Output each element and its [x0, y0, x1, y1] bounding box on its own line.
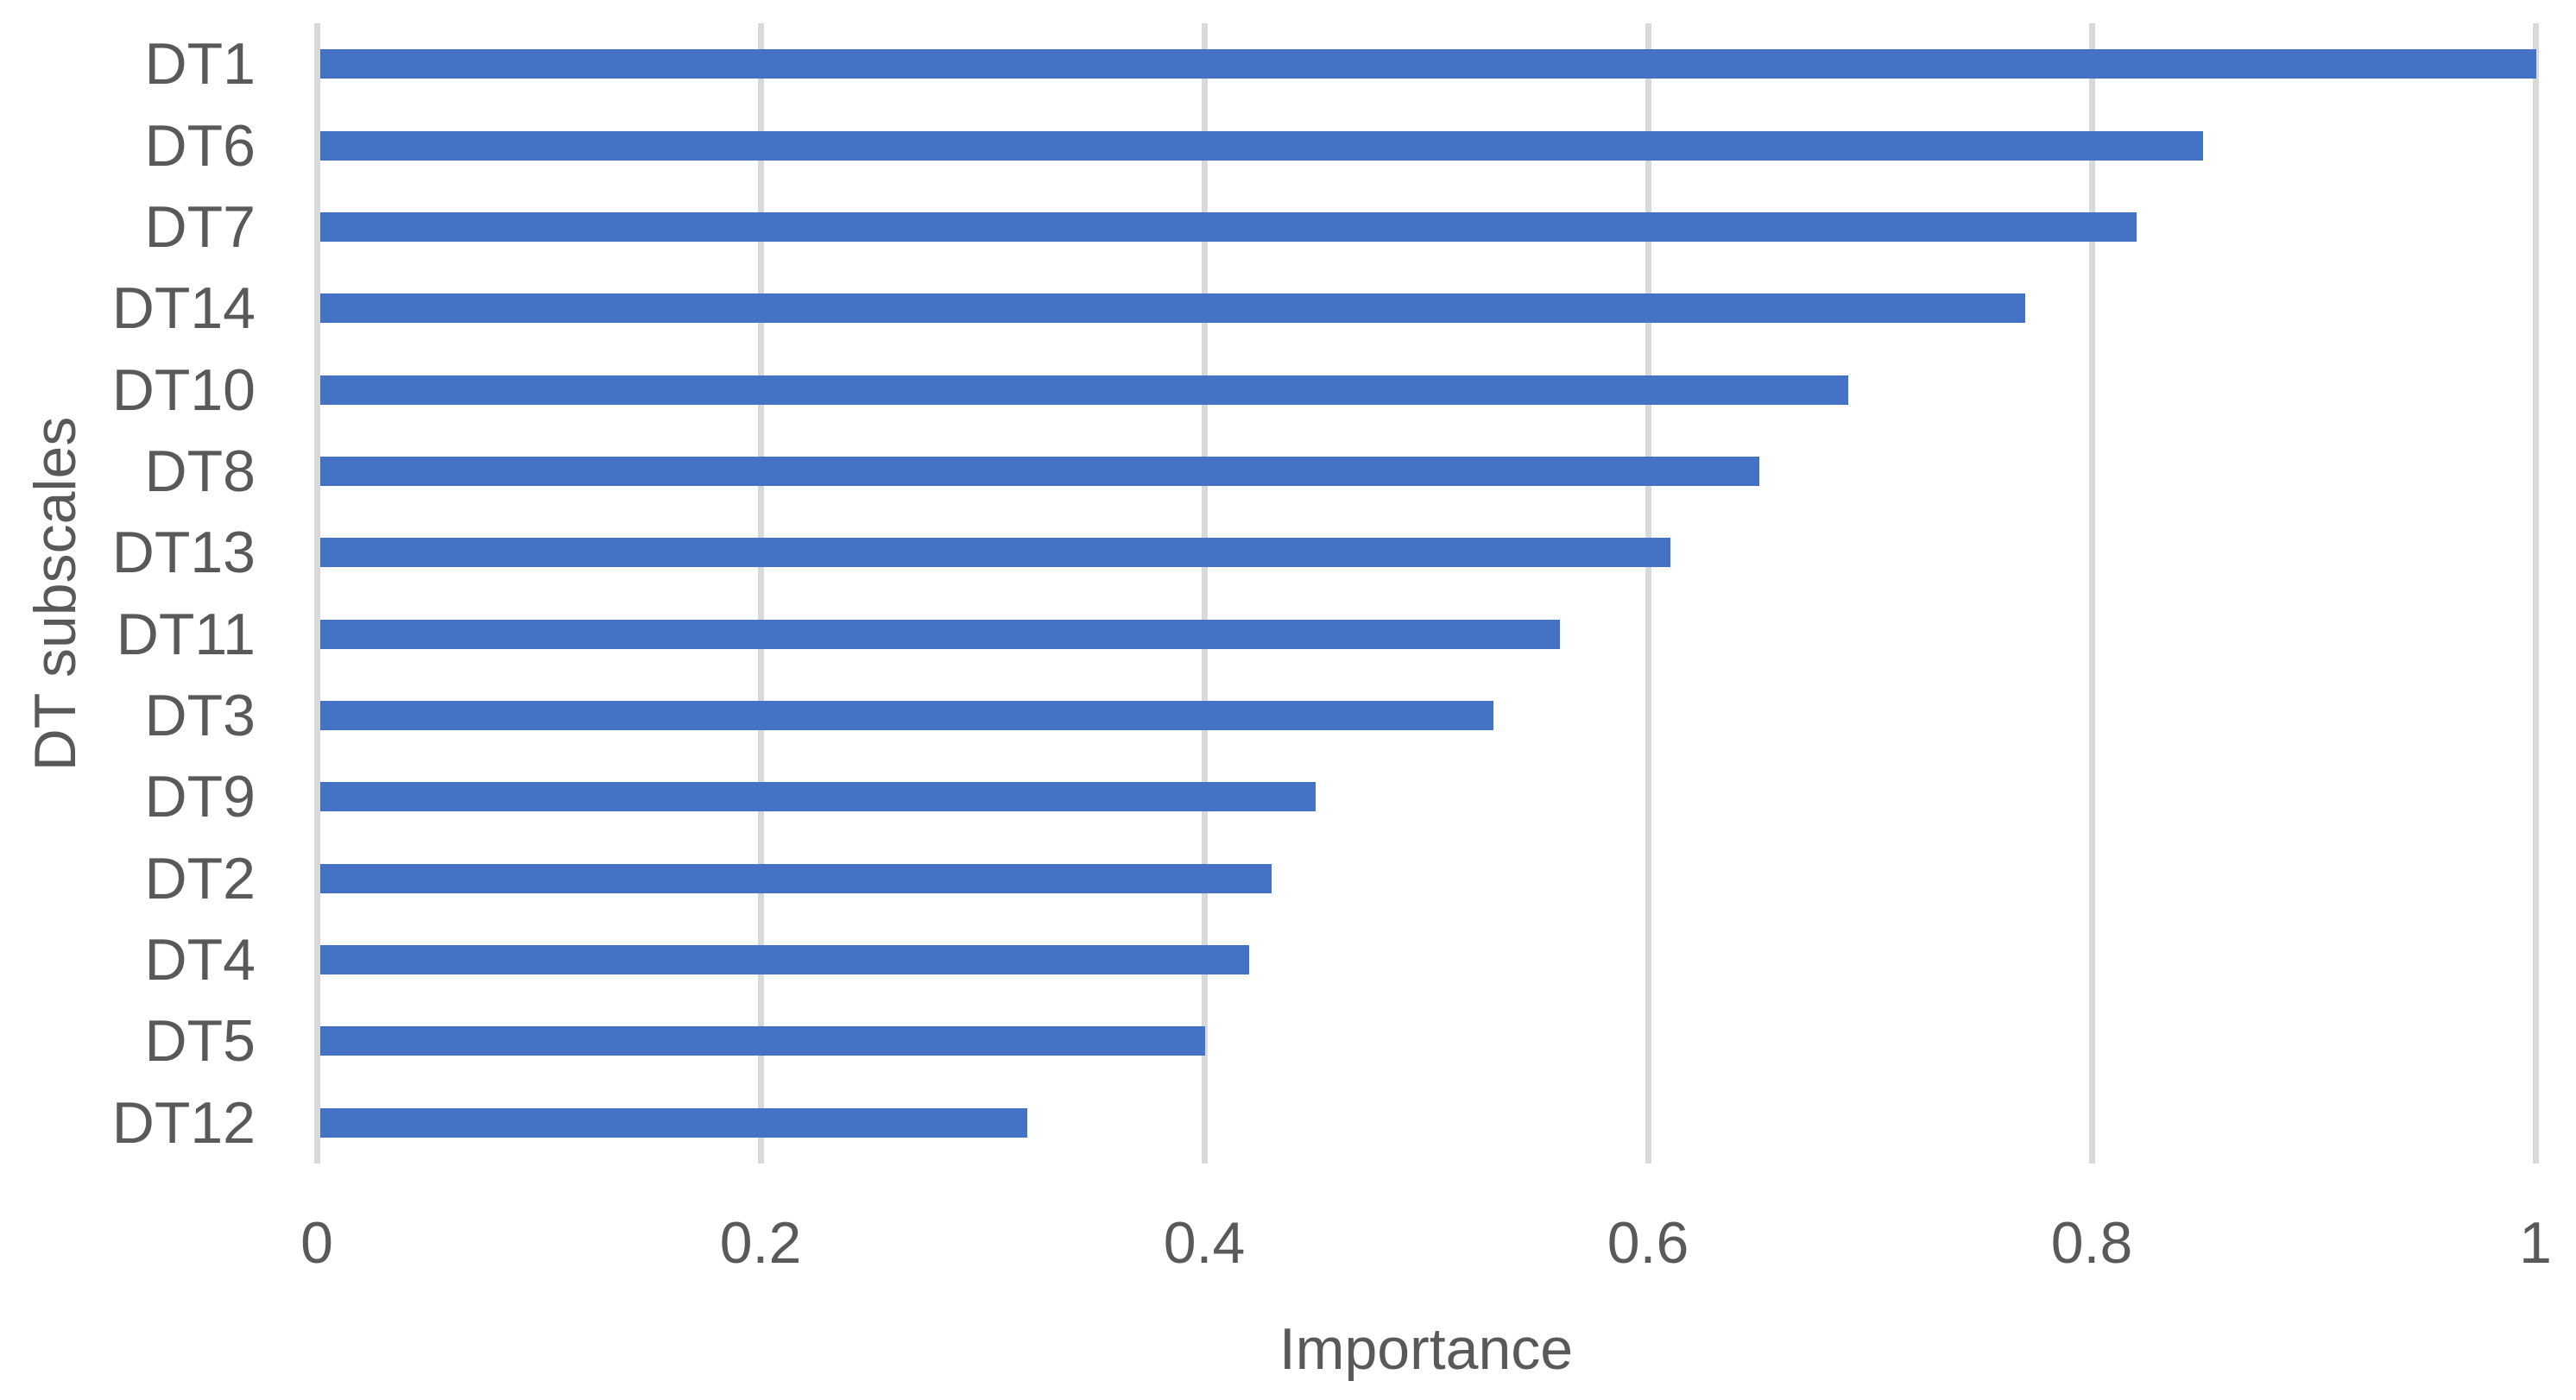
bar: [320, 211, 2137, 242]
bar: [320, 945, 1249, 975]
x-tick-label: 0.8: [2050, 1210, 2133, 1276]
gridline: [1201, 23, 1208, 1164]
category-label: DT5: [144, 1008, 256, 1075]
category-label: DT14: [111, 275, 256, 342]
category-label: DT11: [116, 601, 256, 667]
category-label: DT1: [144, 31, 256, 98]
gridline: [2532, 23, 2539, 1164]
category-label: DT10: [111, 356, 256, 423]
gridline: [313, 23, 320, 1164]
category-label: DT13: [111, 520, 256, 586]
category-label: DT2: [144, 845, 256, 911]
x-axis-title: Importance: [1279, 1316, 1574, 1382]
x-tick-label: 0.4: [1163, 1210, 1246, 1276]
category-label: DT7: [144, 193, 256, 260]
x-tick-label: 1: [2519, 1210, 2552, 1276]
bar: [320, 701, 1493, 731]
bar: [320, 782, 1316, 812]
x-tick-label: 0.2: [719, 1210, 802, 1276]
category-label: DT3: [144, 683, 256, 749]
category-label: DT12: [111, 1089, 256, 1156]
bar: [320, 456, 1759, 486]
category-label: DT9: [144, 764, 256, 830]
gridline: [757, 23, 764, 1164]
bar: [320, 293, 2026, 324]
category-label: DT6: [144, 112, 256, 179]
bar: [320, 863, 1272, 893]
y-axis-title: DT subscales: [22, 416, 88, 771]
bar: [320, 619, 1560, 649]
x-tick-label: 0: [300, 1210, 333, 1276]
category-label: DT4: [144, 927, 256, 993]
bar: [320, 1026, 1205, 1056]
bar: [320, 130, 2203, 161]
gridline: [2088, 23, 2095, 1164]
category-label: DT8: [144, 438, 256, 504]
bar: [320, 1107, 1027, 1138]
bar: [320, 538, 1671, 568]
bar: [320, 49, 2536, 79]
gridline: [1645, 23, 1651, 1164]
bar: [320, 375, 1848, 405]
x-tick-label: 0.6: [1607, 1210, 1689, 1276]
